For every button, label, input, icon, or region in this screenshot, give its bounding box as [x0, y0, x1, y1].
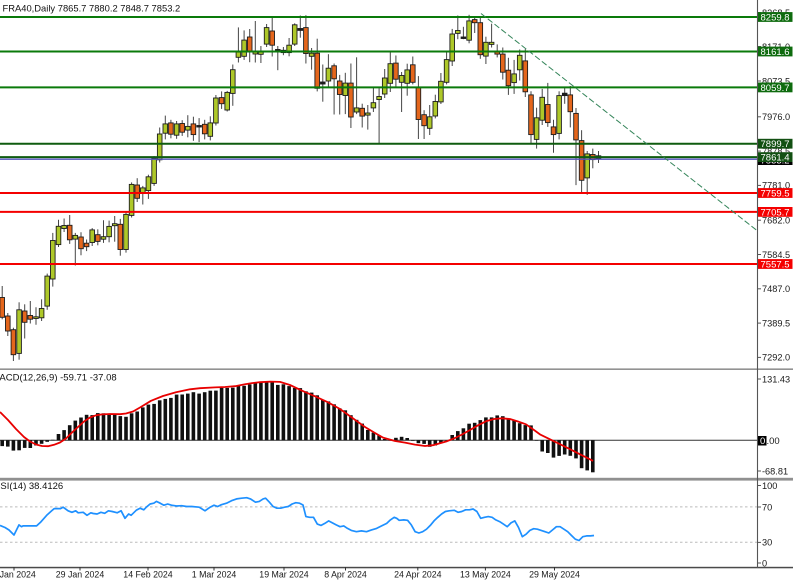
svg-text:7861.4: 7861.4 [761, 153, 790, 164]
svg-text:8059.7: 8059.7 [761, 83, 790, 94]
svg-text:29 Jan 2024: 29 Jan 2024 [56, 569, 105, 579]
svg-text:100: 100 [762, 481, 777, 491]
svg-text:-68.81: -68.81 [762, 466, 788, 476]
svg-text:1 Mar 2024: 1 Mar 2024 [192, 569, 237, 579]
svg-text:.00: .00 [767, 436, 780, 447]
svg-text:7389.5: 7389.5 [762, 318, 790, 328]
svg-text:7292.0: 7292.0 [762, 353, 790, 363]
svg-text:30: 30 [762, 538, 772, 548]
svg-text:7682.0: 7682.0 [762, 216, 790, 226]
svg-text:70: 70 [762, 502, 772, 512]
svg-text:MACD(12,26,9) -59.71 -37.08: MACD(12,26,9) -59.71 -37.08 [0, 373, 117, 384]
svg-text:8161.6: 8161.6 [761, 47, 790, 58]
svg-text:7899.7: 7899.7 [761, 139, 790, 150]
svg-text:14 Feb 2024: 14 Feb 2024 [123, 569, 173, 579]
svg-text:8073.5: 8073.5 [762, 76, 790, 86]
svg-text:131.43: 131.43 [762, 374, 790, 384]
svg-text:7759.5: 7759.5 [761, 188, 790, 199]
svg-text:7584.5: 7584.5 [762, 250, 790, 260]
svg-text:7878.5: 7878.5 [762, 146, 790, 156]
svg-text:7976.0: 7976.0 [762, 112, 790, 122]
svg-text:8 Jan 2024: 8 Jan 2024 [0, 569, 36, 579]
svg-text:FRA40,Daily 7865.7 7880.2 784: FRA40,Daily 7865.7 7880.2 7848.7 7853.2 [3, 3, 181, 14]
svg-text:7705.7: 7705.7 [761, 207, 790, 218]
svg-text:0: 0 [762, 558, 767, 568]
svg-text:13 May 2024: 13 May 2024 [460, 569, 511, 579]
svg-text:29 May 2024: 29 May 2024 [529, 569, 580, 579]
svg-text:8259.8: 8259.8 [761, 12, 790, 23]
svg-text:19 Mar 2024: 19 Mar 2024 [259, 569, 308, 579]
svg-text:7557.5: 7557.5 [761, 259, 790, 270]
svg-text:8 Apr 2024: 8 Apr 2024 [324, 569, 367, 579]
svg-text:RSI(14) 38.4126: RSI(14) 38.4126 [0, 481, 63, 492]
svg-text:0: 0 [760, 436, 765, 447]
svg-text:7487.0: 7487.0 [762, 284, 790, 294]
svg-text:7781.0: 7781.0 [762, 181, 790, 191]
svg-text:24 Apr 2024: 24 Apr 2024 [394, 569, 442, 579]
